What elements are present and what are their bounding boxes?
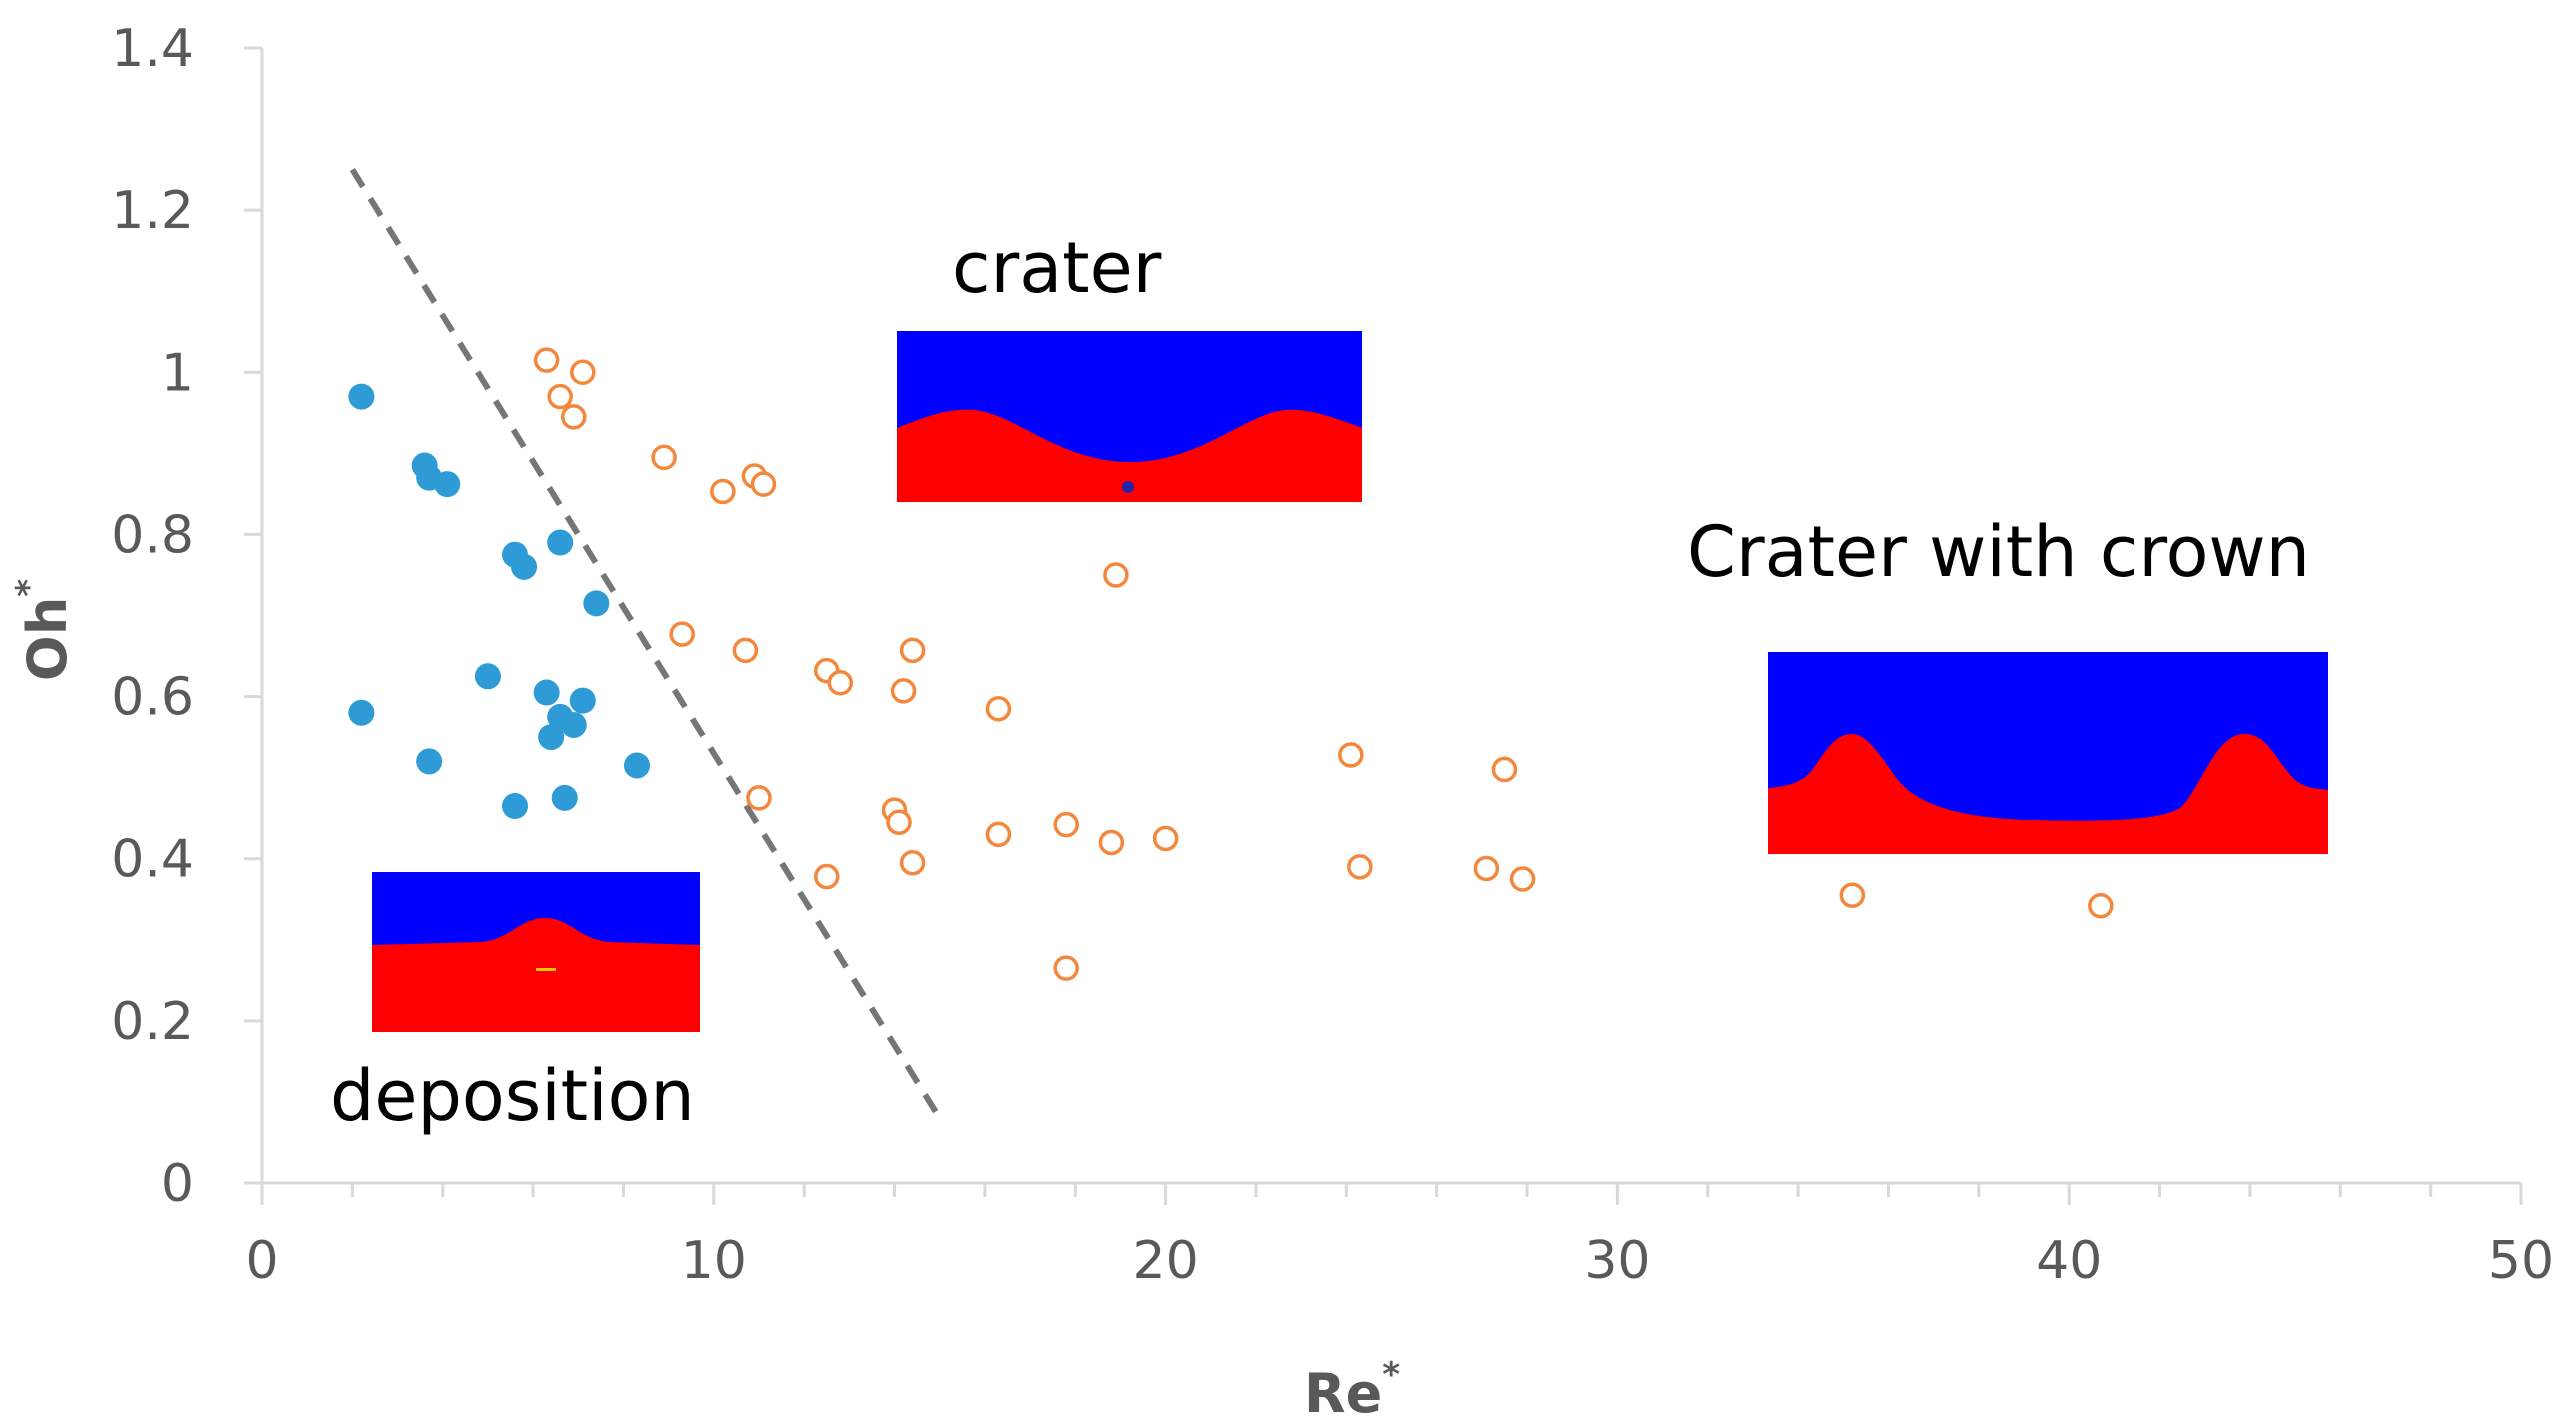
crater-data-point — [985, 821, 1012, 848]
crater-data-point — [750, 471, 777, 497]
crater-data-point — [1347, 854, 1373, 880]
y-tick-label: 1.2 — [111, 181, 194, 241]
x-axis-title: Re* — [1304, 1355, 1400, 1420]
crater-data-point — [547, 383, 573, 410]
crater-data-point — [1152, 825, 1179, 852]
crater-data-point — [570, 359, 596, 386]
crater-data-point — [1103, 562, 1129, 588]
crater-data-point — [827, 670, 854, 696]
crater-data-point — [710, 478, 736, 505]
deposition-data-point — [560, 711, 587, 738]
deposition-data-point — [348, 699, 375, 726]
crater-inset-image — [897, 331, 1362, 502]
crater-with-crown-inset-image — [1768, 652, 2328, 854]
crater-data-point — [1491, 756, 1518, 783]
crater-data-point — [1338, 742, 1364, 768]
crater-data-point — [814, 863, 840, 890]
x-tick-label: 10 — [681, 1231, 747, 1291]
y-tick-label: 0.2 — [111, 992, 194, 1052]
crater-data-point — [746, 785, 772, 811]
deposition-inset-image — [372, 872, 700, 1032]
crater-data-point — [669, 621, 695, 647]
crater-data-point — [1053, 955, 1079, 981]
y-tick-label: 1.4 — [111, 19, 194, 79]
crater-data-point — [985, 695, 1012, 722]
annotation-crater-with-crown: Crater with crown — [1687, 511, 2310, 593]
deposition-data-point — [533, 679, 560, 706]
x-tick-label: 50 — [2488, 1231, 2554, 1291]
y-tick-label: 0.6 — [111, 668, 194, 728]
regime-divider-line — [349, 168, 943, 1120]
crater-series — [533, 347, 2114, 981]
x-tick-label: 40 — [2036, 1231, 2102, 1291]
y-tick-label: 0 — [161, 1154, 194, 1214]
deposition-series — [348, 383, 650, 820]
y-axis-tick-labels: 0 0.2 0.4 0.6 0.8 1 1.2 1.4 — [111, 19, 194, 1214]
x-axis-ticks — [260, 1183, 2523, 1205]
y-axis-ticks — [244, 46, 262, 1185]
annotation-deposition: deposition — [330, 1055, 695, 1137]
axes — [260, 48, 2521, 1185]
crater-data-point — [1098, 829, 1125, 856]
deposition-data-point — [547, 529, 574, 556]
deposition-data-point — [569, 687, 596, 714]
deposition-data-point — [551, 784, 578, 811]
deposition-data-point — [623, 752, 650, 779]
crater-data-point — [890, 678, 917, 704]
deposition-data-point — [511, 553, 538, 580]
y-tick-label: 0.8 — [111, 505, 194, 565]
x-tick-label: 0 — [245, 1231, 278, 1291]
y-tick-label: 0.4 — [111, 830, 194, 890]
crater-data-point — [560, 404, 587, 430]
crater-data-point — [2088, 892, 2114, 919]
crater-data-point — [1473, 855, 1500, 882]
crater-data-point — [533, 347, 560, 373]
crater-data-point — [886, 809, 912, 835]
y-axis-title: Oh* — [9, 579, 79, 681]
x-axis-tick-labels: 0 10 20 30 40 50 — [245, 1231, 2554, 1291]
deposition-data-point — [348, 383, 375, 410]
crater-data-point — [1839, 882, 1866, 908]
deposition-data-point — [538, 724, 565, 751]
x-tick-label: 30 — [1584, 1231, 1650, 1291]
crater-data-point — [899, 637, 926, 664]
deposition-data-point — [416, 748, 443, 775]
annotation-crater: crater — [952, 227, 1162, 309]
crater-data-point — [1053, 811, 1079, 838]
crater-data-point — [732, 637, 759, 664]
deposition-data-point — [583, 590, 610, 617]
y-tick-label: 1 — [161, 343, 194, 403]
crater-data-point — [1509, 866, 1536, 892]
crater-data-point — [651, 444, 677, 471]
deposition-data-point — [474, 663, 501, 690]
deposition-data-point — [434, 471, 461, 498]
deposition-data-point — [502, 793, 529, 820]
crater-data-point — [899, 850, 926, 876]
x-tick-label: 20 — [1133, 1231, 1199, 1291]
